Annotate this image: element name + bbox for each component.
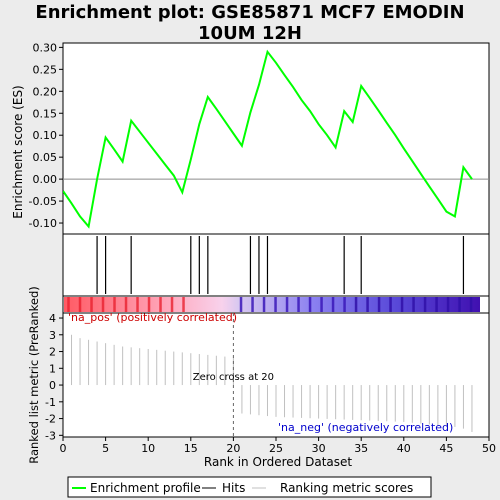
heatmap-stripe	[90, 297, 93, 312]
heatmap-stripe	[274, 297, 277, 312]
legend-profile-label: Enrichment profile	[90, 481, 201, 495]
x-tick-label: 10	[141, 442, 155, 455]
heatmap-stripe	[412, 297, 415, 312]
es-panel	[62, 42, 490, 235]
heatmap-stripe	[320, 297, 323, 312]
heatmap-stripe	[78, 297, 82, 312]
ranking-y-axis-label: Ranked list metric (PreRanked)	[27, 286, 41, 464]
hits-marks	[96, 236, 465, 294]
ranking-metric-bars	[71, 334, 473, 432]
chart-title: Enrichment plot: GSE85871 MCF7 EMODIN 10…	[0, 2, 500, 44]
enrichment-profile-line	[63, 49, 473, 229]
hits-panel	[62, 233, 490, 297]
es-y-tick-label: 0.15	[33, 107, 58, 120]
x-tick-label: 35	[354, 442, 368, 455]
zero-cross-label: Zero cross at 20	[193, 372, 274, 383]
es-y-tick-label: 0.10	[33, 129, 58, 142]
heatmap-stripe	[469, 297, 473, 312]
es-y-tick-label: 0.05	[33, 151, 58, 164]
x-tick-label: 50	[482, 442, 496, 455]
heatmap-stripe	[159, 297, 162, 312]
heatmap-stripe	[389, 297, 392, 312]
heatmap-stripe	[423, 297, 427, 312]
heatmap-stripe	[446, 297, 450, 312]
ranking-panel	[62, 312, 490, 438]
heatmap-gradient	[64, 297, 480, 312]
x-tick-label: 40	[397, 442, 411, 455]
es-y-tick-label: -0.05	[29, 195, 57, 208]
heatmap-stripe	[366, 297, 369, 312]
legend-hits-label: Hits	[222, 481, 245, 495]
x-axis-label: Rank in Ordered Dataset	[204, 455, 352, 469]
es-y-ticks: -0.10 -0.05 0.00 0.05 0.10 0.15 0.20 0.25 0.30	[29, 41, 63, 230]
legend-box	[67, 476, 432, 498]
heatmap-stripes	[67, 297, 473, 312]
heatmap-stripe	[377, 297, 381, 312]
heatmap-stripe	[239, 297, 243, 312]
heatmap-stripe	[331, 297, 335, 312]
heatmap-stripe	[136, 297, 139, 312]
heatmap-stripe	[147, 297, 151, 312]
heatmap-stripe	[285, 297, 289, 312]
heatmap-stripe	[262, 297, 266, 312]
x-tick-label: 0	[60, 442, 67, 455]
heatmap-stripe	[170, 297, 174, 312]
heatmap-stripe	[400, 297, 404, 312]
heatmap-stripe	[343, 297, 346, 312]
heatmap-stripe	[113, 297, 116, 312]
es-y-tick-label: 0.20	[33, 85, 58, 98]
x-tick-label: 45	[439, 442, 453, 455]
heatmap-stripe	[101, 297, 105, 312]
es-y-tick-label: 0.30	[33, 41, 58, 54]
es-y-tick-label: 0.00	[33, 173, 58, 186]
ranking-y-tick-label: 1	[49, 362, 56, 375]
x-tick-label: 5	[102, 442, 109, 455]
chart-title-line-1: Enrichment plot: GSE85871 MCF7 EMODIN	[35, 2, 465, 23]
legend-metric-label: Ranking metric scores	[280, 481, 413, 495]
heatmap-stripe	[458, 297, 461, 312]
chart-title-line-2: 10UM 12H	[198, 23, 302, 44]
heatmap-stripe	[124, 297, 128, 312]
es-y-tick-label: 0.25	[33, 63, 58, 76]
x-tick-label: 25	[269, 442, 283, 455]
es-y-tick-label: -0.10	[29, 217, 57, 230]
ranking-y-tick-label: -1	[45, 396, 56, 409]
ranking-y-tick-label: 4	[49, 312, 56, 325]
neg-corr-label: 'na_neg' (negatively correlated)	[278, 421, 453, 434]
ranking-y-tick-label: 0	[49, 379, 56, 392]
x-tick-label: 20	[226, 442, 240, 455]
ranking-y-tick-label: -2	[45, 413, 56, 426]
ranking-y-tick-label: -3	[45, 429, 56, 442]
es-y-axis-label: Enrichment score (ES)	[11, 85, 25, 218]
heatmap-stripe	[251, 297, 254, 312]
ranking-y-ticks: -3 -2 -1 0 1 2 3 4	[45, 312, 63, 442]
heatmap-stripe	[67, 297, 70, 312]
x-axis-ticks: 0 5 10 15 20 25 30 35 40 45 50	[60, 437, 496, 455]
ranking-y-tick-label: 2	[49, 346, 56, 359]
heatmap-stripe	[297, 297, 300, 312]
ranking-y-tick-label: 3	[49, 329, 56, 342]
x-tick-label: 15	[184, 442, 198, 455]
heatmap-stripe	[308, 297, 312, 312]
heatmap-stripe	[354, 297, 358, 312]
legend: Enrichment profile Hits Ranking metric s…	[67, 476, 432, 498]
heatmap-stripe	[182, 297, 185, 312]
x-tick-label: 30	[312, 442, 326, 455]
heatmap-stripe	[435, 297, 438, 312]
pos-corr-label: 'na_pos' (positively correlated)	[68, 311, 237, 324]
